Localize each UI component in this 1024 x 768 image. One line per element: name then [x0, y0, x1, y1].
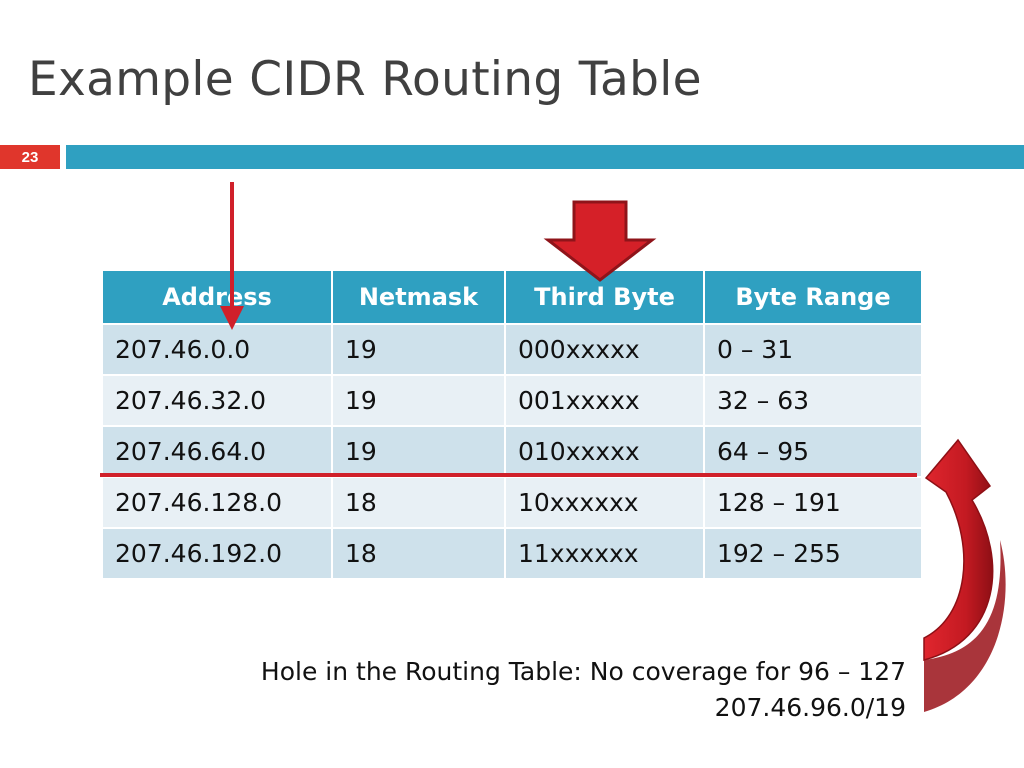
slide-title: Example CIDR Routing Table [28, 52, 702, 107]
table-row: 207.46.192.0 18 11xxxxxx 192 – 255 [103, 528, 921, 578]
block-arrow-down-icon [543, 200, 657, 282]
cell-netmask: 19 [332, 375, 506, 427]
cell-address: 207.46.64.0 [103, 426, 333, 478]
cell-address: 207.46.192.0 [103, 528, 333, 578]
cell-netmask: 19 [332, 324, 506, 376]
cell-address: 207.46.32.0 [103, 375, 333, 427]
curved-arrow-up-icon [923, 438, 1006, 712]
coverage-note-line-2: 207.46.96.0/19 [714, 693, 906, 722]
cell-byte-range: 128 – 191 [704, 477, 921, 529]
coverage-note: Hole in the Routing Table: No coverage f… [261, 654, 906, 726]
header-byte-range: Byte Range [704, 271, 921, 325]
cell-address: 207.46.128.0 [103, 477, 333, 529]
slide-number: 23 [21, 148, 39, 166]
table-header-row: Address Netmask Third Byte Byte Range [103, 271, 921, 325]
cell-third-byte: 11xxxxxx [505, 528, 705, 578]
cell-address: 207.46.0.0 [103, 324, 333, 376]
table-row: 207.46.64.0 19 010xxxxx 64 – 95 [103, 426, 921, 478]
cell-byte-range: 64 – 95 [704, 426, 921, 478]
table-row: 207.46.32.0 19 001xxxxx 32 – 63 [103, 375, 921, 427]
cell-byte-range: 192 – 255 [704, 528, 921, 578]
table-row: 207.46.128.0 18 10xxxxxx 128 – 191 [103, 477, 921, 529]
header-address: Address [103, 271, 333, 325]
cell-third-byte: 001xxxxx [505, 375, 705, 427]
routing-table: Address Netmask Third Byte Byte Range 20… [103, 271, 921, 578]
cell-third-byte: 000xxxxx [505, 324, 705, 376]
table-row: 207.46.0.0 19 000xxxxx 0 – 31 [103, 324, 921, 376]
cell-third-byte: 010xxxxx [505, 426, 705, 478]
cell-netmask: 19 [332, 426, 506, 478]
header-third-byte: Third Byte [505, 271, 705, 325]
title-accent-bar [66, 145, 1024, 169]
cell-byte-range: 0 – 31 [704, 324, 921, 376]
slide-number-badge: 23 [0, 145, 60, 169]
cell-netmask: 18 [332, 477, 506, 529]
coverage-note-line-1: Hole in the Routing Table: No coverage f… [260, 657, 906, 686]
header-netmask: Netmask [332, 271, 506, 325]
cell-byte-range: 32 – 63 [704, 375, 921, 427]
cell-third-byte: 10xxxxxx [505, 477, 705, 529]
cell-netmask: 18 [332, 528, 506, 578]
